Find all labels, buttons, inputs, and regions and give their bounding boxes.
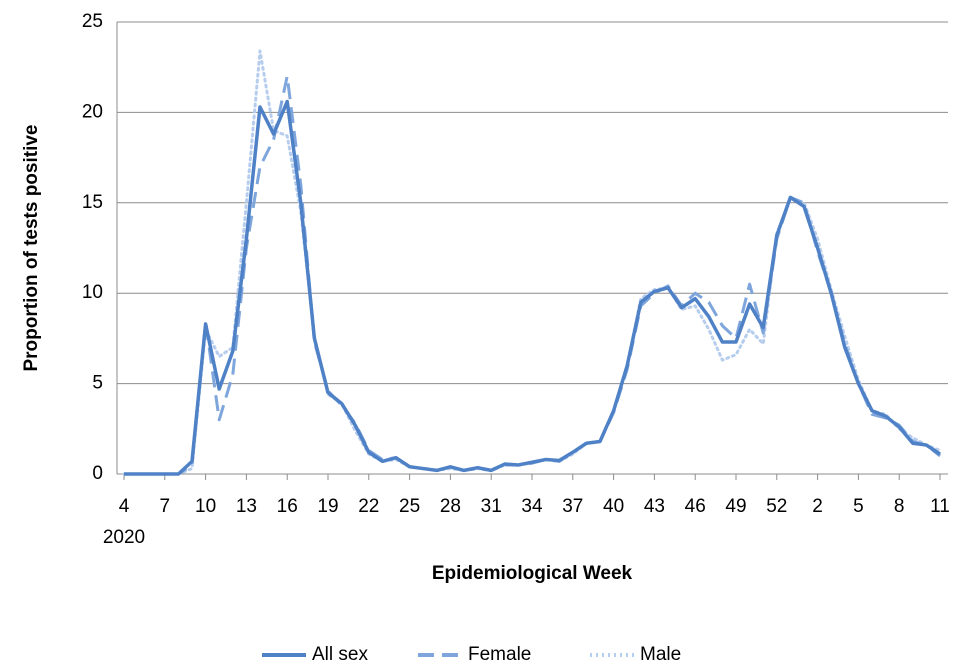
x-tick-label: 5 [853,496,864,517]
x-tick-label: 31 [481,496,502,517]
x-tick-label: 40 [603,496,624,517]
x-tick-label: 11 [930,496,950,517]
data-line [124,99,941,476]
x-tick-label: 43 [644,496,665,517]
year-label: 2020 [103,527,145,548]
legend-label: Male [640,644,681,665]
y-tick-label: 0 [92,463,103,484]
y-axis-title: Proportion of tests positive [21,124,42,371]
x-tick-label: 19 [317,496,338,517]
x-tick-label: 10 [195,496,216,517]
x-tick-label: 22 [358,496,379,517]
y-tick-label: 10 [82,282,103,303]
y-tick-label: 25 [82,11,103,32]
data-line [122,49,942,476]
x-tick-label: 16 [277,496,298,517]
y-tick-label: 15 [82,192,103,213]
x-tick-label: 25 [399,496,420,517]
x-tick-label: 4 [119,496,130,517]
x-tick-label: 7 [160,496,171,517]
x-tick-label: 49 [725,496,746,517]
legend-label: All sex [312,644,368,665]
y-tick-label: 20 [82,101,103,122]
x-tick-label: 52 [766,496,787,517]
x-tick-label: 28 [440,496,461,517]
y-tick-label: 5 [92,373,103,394]
data-line [124,74,941,476]
x-tick-label: 8 [894,496,905,517]
x-tick-label: 13 [236,496,257,517]
x-tick-label: 46 [685,496,706,517]
x-tick-label: 37 [562,496,583,517]
x-tick-label: 34 [521,496,543,517]
x-axis-title: Epidemiological Week [432,563,633,584]
x-tick-label: 2 [812,496,823,517]
legend-label: Female [468,644,531,665]
